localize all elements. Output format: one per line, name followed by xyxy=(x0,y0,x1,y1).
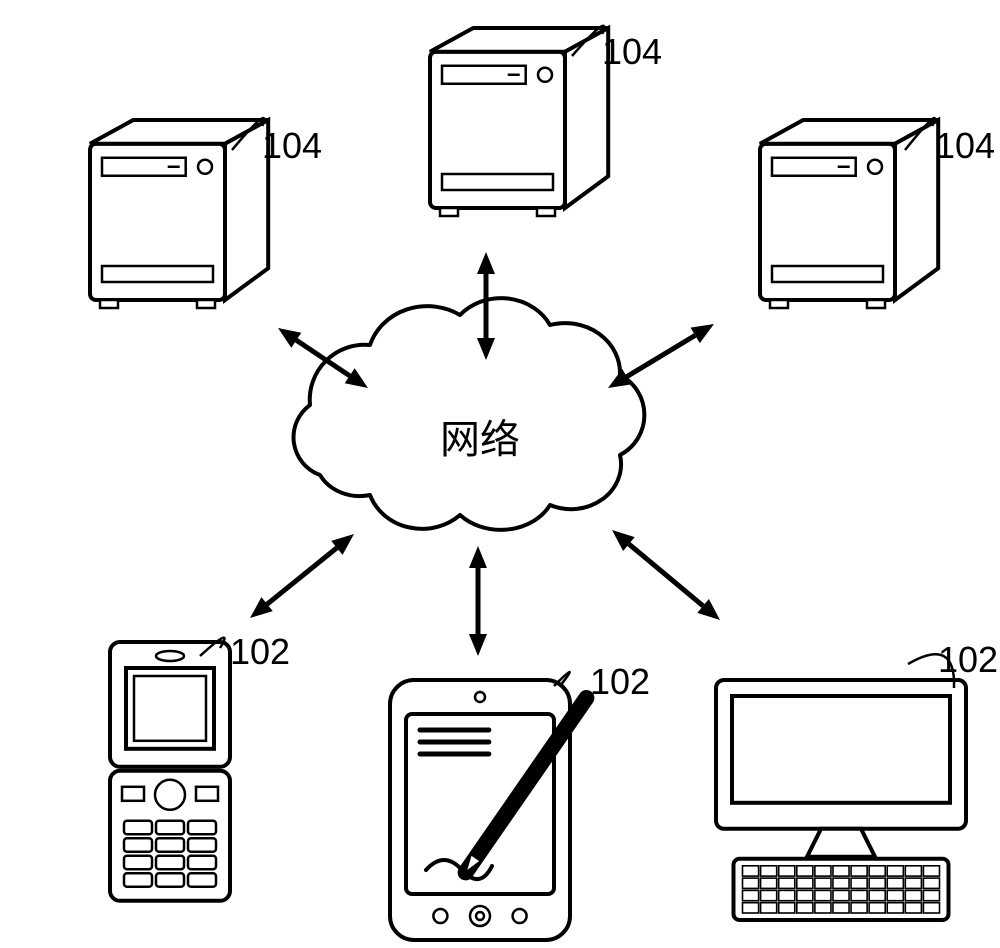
server-node xyxy=(90,120,268,308)
phone-node xyxy=(110,642,230,901)
ref-label: 104 xyxy=(935,125,995,166)
arrowhead xyxy=(278,328,301,348)
server-node xyxy=(430,28,608,216)
arrowhead xyxy=(469,634,487,656)
connection-arrow xyxy=(629,544,703,606)
connection-arrow xyxy=(627,335,695,376)
arrowhead xyxy=(469,546,487,568)
arrowhead xyxy=(477,252,495,274)
ref-label: 104 xyxy=(602,31,662,72)
laptop-node xyxy=(716,680,966,920)
tablet-node xyxy=(390,680,586,940)
ref-label: 102 xyxy=(590,661,650,702)
ref-label: 104 xyxy=(262,125,322,166)
cloud-label: 网络 xyxy=(440,417,520,462)
ref-label: 102 xyxy=(938,639,998,680)
connection-arrow xyxy=(267,548,337,604)
server-node xyxy=(760,120,938,308)
callout-line xyxy=(554,672,570,686)
network-cloud xyxy=(294,298,645,530)
ref-label: 102 xyxy=(230,631,290,672)
